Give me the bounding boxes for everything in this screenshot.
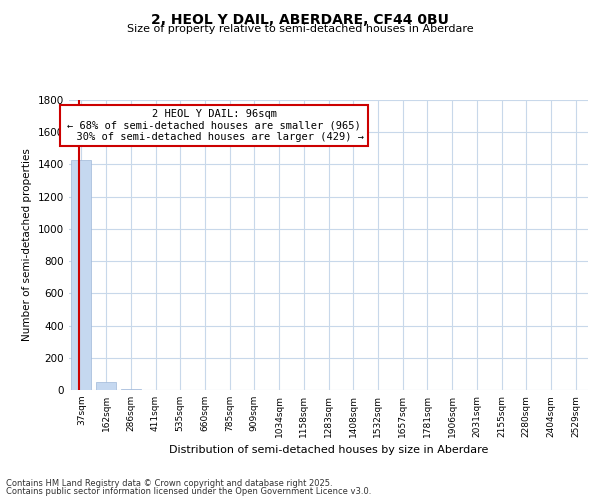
Bar — [96, 382, 116, 390]
Bar — [121, 388, 140, 390]
Y-axis label: Number of semi-detached properties: Number of semi-detached properties — [22, 148, 32, 342]
Text: 2, HEOL Y DAIL, ABERDARE, CF44 0BU: 2, HEOL Y DAIL, ABERDARE, CF44 0BU — [151, 12, 449, 26]
X-axis label: Distribution of semi-detached houses by size in Aberdare: Distribution of semi-detached houses by … — [169, 446, 488, 456]
Text: 2 HEOL Y DAIL: 96sqm
← 68% of semi-detached houses are smaller (965)
  30% of se: 2 HEOL Y DAIL: 96sqm ← 68% of semi-detac… — [64, 108, 364, 142]
Text: Contains public sector information licensed under the Open Government Licence v3: Contains public sector information licen… — [6, 487, 371, 496]
Bar — [71, 160, 91, 390]
Text: Contains HM Land Registry data © Crown copyright and database right 2025.: Contains HM Land Registry data © Crown c… — [6, 478, 332, 488]
Text: Size of property relative to semi-detached houses in Aberdare: Size of property relative to semi-detach… — [127, 24, 473, 34]
